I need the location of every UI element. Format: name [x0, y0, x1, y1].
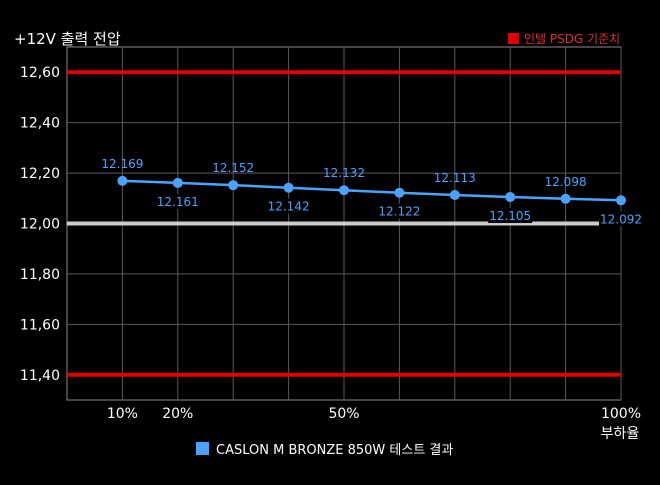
data-point-2 [228, 180, 239, 191]
data-label-0: 12.169 [101, 157, 143, 171]
reference-legend: 인텔 PSDG 기준치 [508, 32, 620, 46]
data-label-7: 12.105 [489, 209, 531, 223]
series-legend: CASLON M BRONZE 850W 테스트 결과 [196, 442, 453, 458]
x-tick-label-1: 20% [162, 406, 193, 422]
data-label-9: 12.092 [600, 212, 642, 226]
x-tick-label-0: 10% [107, 406, 138, 422]
y-tick-label-6: 12,60 [20, 65, 60, 81]
data-point-1 [172, 177, 183, 188]
data-point-5 [394, 187, 405, 198]
data-label-6: 12.113 [434, 171, 476, 185]
data-point-8 [560, 193, 571, 204]
y-tick-label-4: 12,20 [20, 166, 60, 182]
data-label-bg-5 [377, 203, 422, 219]
data-label-bg-9 [599, 211, 643, 227]
series-legend-label: CASLON M BRONZE 850W 테스트 결과 [216, 443, 453, 458]
reference-legend-label: 인텔 PSDG 기준치 [524, 32, 620, 46]
series-line [122, 179, 622, 202]
data-point-7 [505, 192, 516, 203]
data-label-1: 12.161 [157, 195, 199, 209]
y-tick-label-5: 12,40 [20, 116, 60, 132]
data-point-0 [117, 175, 128, 186]
y-tick-label-0: 11,40 [20, 368, 60, 384]
y-tick-label-1: 11,60 [20, 317, 60, 333]
data-point-6 [449, 190, 460, 201]
data-label-4: 12.132 [323, 166, 365, 180]
data-point-3 [283, 182, 294, 193]
x-axis-label: 부하율 [601, 426, 640, 442]
y-tick-label-3: 12,00 [20, 217, 60, 233]
reference-legend-swatch [508, 33, 519, 44]
data-label-2: 12.152 [212, 161, 254, 175]
x-tick-label-2: 50% [328, 406, 359, 422]
y-tick-label-2: 11,80 [20, 267, 60, 283]
data-point-4 [339, 185, 349, 196]
data-label-8: 12.098 [545, 175, 587, 189]
data-label-3: 12.142 [268, 200, 310, 214]
plot-area: 11,40 11,60 11,80 12,00 12,20 12,40 12,60 10% 20… [20, 46, 643, 422]
data-point-9 [616, 195, 626, 206]
data-label-bg-1 [155, 193, 200, 209]
series-legend-swatch [196, 442, 209, 455]
data-label-5: 12.122 [378, 205, 420, 219]
data-label-bg-3 [266, 198, 311, 214]
x-tick-label-3: 100% [601, 406, 641, 422]
data-label-bg-7 [488, 208, 533, 224]
chart-title: +12V 출력 전압 [14, 30, 121, 48]
